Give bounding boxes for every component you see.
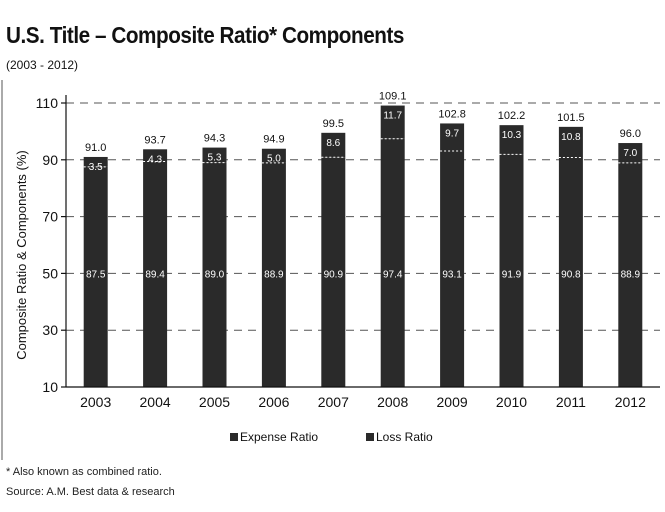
legend-swatch-expense [230, 433, 238, 441]
bar-expense-ratio [380, 138, 405, 387]
bar-loss-ratio [558, 126, 583, 158]
data-label-expense: 88.9 [621, 269, 641, 280]
x-tick-label: 2006 [258, 394, 289, 410]
data-label-total: 96.0 [620, 128, 641, 140]
y-axis-label: Composite Ratio & Components (%) [14, 150, 29, 360]
data-label-loss: 7.0 [623, 148, 637, 159]
bar-expense-ratio [202, 162, 227, 387]
bar-expense-ratio [499, 154, 524, 387]
data-label-loss: 4.3 [148, 154, 162, 165]
x-tick-label: 2010 [496, 394, 527, 410]
legend-label-expense: Expense Ratio [240, 430, 318, 444]
chart-subtitle: (2003 - 2012) [6, 58, 79, 72]
legend: Expense Ratio Loss Ratio [230, 430, 433, 444]
data-label-expense: 91.9 [502, 269, 522, 280]
label-layer: 10 30 50 70 90 110 87.5 3.5 91.0 2003 89.4 4.3 93.7 2… [36, 91, 646, 410]
data-label-loss: 3.5 [89, 162, 103, 173]
bar-loss-ratio [202, 147, 227, 163]
data-label-total: 99.5 [323, 118, 344, 130]
data-label-loss: 9.7 [445, 128, 459, 139]
data-label-total: 94.9 [263, 134, 284, 146]
data-label-total: 94.3 [204, 133, 225, 145]
data-label-loss: 10.8 [561, 132, 581, 143]
bar-expense-ratio [440, 150, 465, 387]
data-label-loss: 5.3 [208, 153, 222, 164]
data-label-expense: 89.4 [145, 269, 165, 280]
data-label-loss: 11.7 [383, 111, 402, 122]
bar-loss-ratio [261, 148, 286, 163]
bar-expense-ratio [558, 157, 583, 387]
bar-loss-ratio [143, 149, 168, 162]
data-label-total: 93.7 [144, 134, 165, 146]
bar-loss-ratio [380, 105, 405, 139]
data-label-loss: 5.0 [267, 154, 281, 165]
x-tick-label: 2003 [80, 394, 111, 410]
y-tick-label: 10 [42, 379, 58, 395]
bar-expense-ratio [83, 166, 108, 387]
x-tick-label: 2005 [199, 394, 230, 410]
bar-loss-ratio [83, 156, 108, 167]
data-label-total: 102.8 [438, 108, 466, 120]
bar-expense-ratio [618, 162, 643, 387]
data-label-total: 101.5 [557, 112, 585, 124]
data-label-expense: 89.0 [205, 269, 225, 280]
data-label-expense: 93.1 [442, 269, 462, 280]
bar-expense-ratio [143, 161, 168, 387]
legend-label-loss: Loss Ratio [376, 430, 433, 444]
y-tick-label: 30 [42, 322, 58, 338]
bar-expense-ratio [321, 157, 346, 387]
data-label-expense: 90.8 [561, 269, 581, 280]
bar-loss-ratio [321, 132, 346, 158]
data-label-total: 109.1 [379, 91, 407, 103]
x-tick-label: 2012 [615, 394, 646, 410]
y-tick-label: 70 [42, 209, 58, 225]
data-label-total: 102.2 [498, 110, 526, 122]
footnote: * Also known as combined ratio. [6, 466, 162, 478]
y-tick-label: 90 [42, 152, 58, 168]
bar-layer [83, 105, 643, 387]
data-label-loss: 8.6 [326, 138, 340, 149]
bar-expense-ratio [261, 162, 286, 387]
bar-loss-ratio [440, 123, 465, 151]
x-tick-label: 2011 [556, 394, 586, 410]
x-tick-label: 2004 [140, 394, 171, 410]
y-tick-label: 110 [36, 95, 59, 111]
chart-title: U.S. Title – Composite Ratio* Components [6, 22, 404, 48]
data-label-total: 91.0 [85, 142, 106, 154]
legend-swatch-loss [366, 433, 374, 441]
data-label-expense: 97.4 [383, 269, 403, 280]
data-label-expense: 90.9 [324, 269, 344, 280]
bar-loss-ratio [499, 125, 524, 155]
data-label-expense: 88.9 [264, 269, 284, 280]
bar-loss-ratio [618, 143, 643, 163]
x-tick-label: 2009 [437, 394, 468, 410]
source-note: Source: A.M. Best data & research [6, 486, 175, 498]
data-label-loss: 10.3 [502, 130, 522, 141]
x-tick-label: 2008 [377, 394, 408, 410]
y-tick-label: 50 [42, 265, 58, 281]
x-tick-label: 2007 [318, 394, 349, 410]
data-label-expense: 87.5 [86, 269, 106, 280]
